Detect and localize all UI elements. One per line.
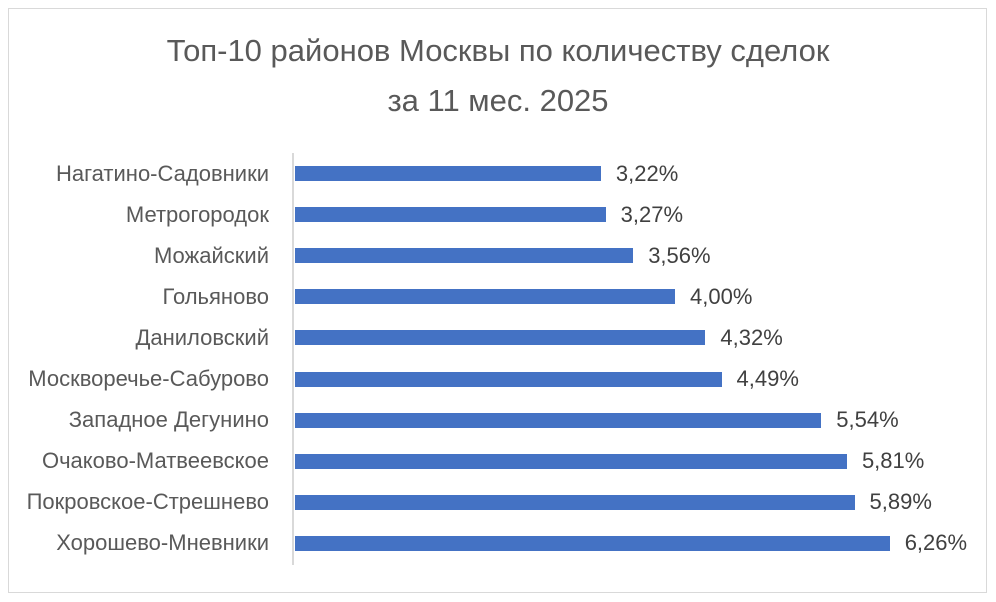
bar — [295, 535, 890, 551]
category-label: Гольяново — [162, 283, 269, 309]
bar — [295, 207, 606, 223]
category-label: Хорошево-Мневники — [56, 530, 269, 556]
value-label: 4,32% — [720, 324, 783, 350]
bar-row: Покровское-Стрешнево 5,89% — [0, 482, 996, 523]
bar-row: Даниловский 4,32% — [0, 317, 996, 358]
category-axis-line — [292, 153, 294, 565]
value-label: 3,56% — [648, 242, 711, 268]
bar — [295, 494, 855, 510]
bar-row: Москворечье-Сабурово 4,49% — [0, 358, 996, 399]
category-label: Очаково-Матвеевское — [41, 448, 269, 474]
category-label: Москворечье-Сабурово — [28, 366, 269, 392]
category-label: Нагатино-Садовники — [56, 160, 269, 186]
bar — [295, 412, 822, 428]
value-label: 4,49% — [736, 366, 799, 392]
bar — [295, 289, 675, 305]
bar-row: Метрогородок 3,27% — [0, 194, 996, 235]
bar-row: Очаково-Матвеевское 5,81% — [0, 441, 996, 482]
bar — [295, 166, 601, 182]
category-label: Западное Дегунино — [68, 407, 269, 433]
category-label: Покровское-Стрешнево — [26, 489, 269, 515]
category-label: Можайский — [153, 242, 269, 268]
value-label: 4,00% — [690, 283, 753, 309]
value-label: 3,27% — [620, 201, 684, 227]
bar-row: Хорошево-Мневники 6,26% — [0, 523, 996, 564]
bar — [295, 330, 706, 346]
bar — [295, 248, 634, 264]
value-label: 5,54% — [836, 407, 899, 433]
value-label: 6,26% — [904, 530, 968, 556]
bar-row: Нагатино-Садовники 3,22% — [0, 153, 996, 194]
plot-area: Нагатино-Садовники 3,22% Метрогородок 3,27%… — [0, 153, 996, 565]
chart-title-line1: Топ-10 районов Москвы по количеству сдел… — [166, 33, 830, 68]
category-label: Даниловский — [135, 324, 269, 350]
value-label: 5,89% — [869, 489, 932, 515]
value-label: 3,22% — [615, 160, 679, 186]
chart-title: Топ-10 районов Москвы по количеству сдел… — [0, 26, 996, 126]
bar-rows: Нагатино-Садовники 3,22% Метрогородок 3,27%… — [0, 153, 996, 564]
bar — [295, 453, 847, 469]
bar-row: Можайский 3,56% — [0, 235, 996, 276]
value-label: 5,81% — [861, 448, 925, 474]
bar-row: Гольяново 4,00% — [0, 276, 996, 317]
bar — [295, 371, 722, 387]
bar-row: Западное Дегунино 5,54% — [0, 400, 996, 441]
category-label: Метрогородок — [125, 201, 269, 227]
chart-title-line2: за 11 мес. 2025 — [387, 83, 609, 118]
